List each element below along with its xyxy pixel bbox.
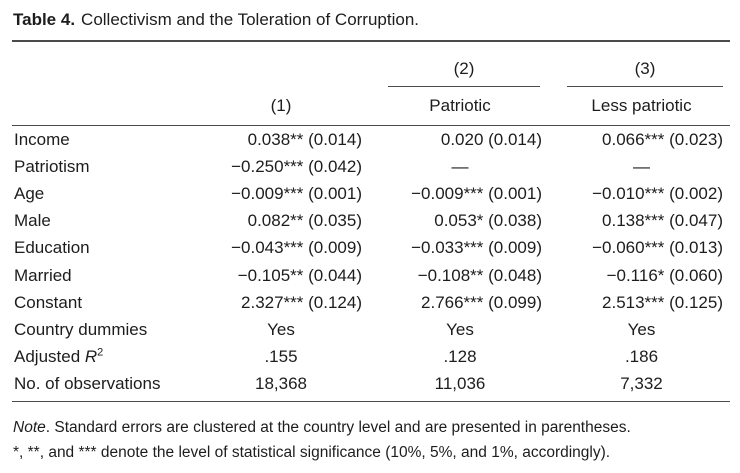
coef-cell: 2.513*** (0.125) [602,292,723,312]
row-label-prefix: Adjusted [14,347,85,367]
group-header-empty [12,41,200,87]
coef-cell: 0.138*** (0.047) [602,211,723,231]
coef-cell: −0.033*** (0.009) [411,238,542,258]
column-header-row: (1) Patriotic Less patriotic [12,87,730,126]
coef-cell: −0.250*** (0.042) [231,156,362,176]
table-title: Table 4. Collectivism and the Toleration … [12,0,730,40]
stat-cell: 11,036 [434,374,486,394]
coef-cell: −0.060*** (0.013) [592,238,723,258]
coef-cell: −0.009*** (0.001) [411,183,542,203]
coef-cell: 0.053* (0.038) [434,211,542,231]
coef-cell: −0.043*** (0.009) [231,238,362,258]
row-label: Adjusted R2 [12,344,200,371]
row-label-r: R [84,347,98,367]
note-line-1: Note. Standard errors are clustered at t… [13,415,730,440]
stat-cell: 18,368 [255,374,307,394]
coef-cell: 0.066*** (0.023) [602,129,723,149]
coef-cell: −0.108** (0.048) [417,265,542,285]
coef-cell: 2.766*** (0.099) [421,292,542,312]
column-header-3: Less patriotic [560,87,730,126]
stat-cell: Yes [446,319,474,339]
table-row-education: Education −0.043*** (0.009) −0.033*** (0… [12,235,730,262]
column-header-empty [12,87,200,126]
table-row-male: Male 0.082** (0.035) 0.053* (0.038) 0.13… [12,208,730,235]
row-label: Married [14,265,72,285]
stat-cell: 7,332 [620,374,663,394]
table-row-constant: Constant 2.327*** (0.124) 2.766*** (0.09… [12,289,730,316]
stat-cell: Yes [627,319,656,339]
table-note: Note. Standard errors are clustered at t… [12,415,730,465]
table-row-adjusted-r2: Adjusted R2 .155 .128 .186 [12,344,730,371]
row-label: Male [14,211,51,231]
table-row-married: Married −0.105** (0.044) −0.108** (0.048… [12,262,730,289]
coef-cell: 0.038** (0.014) [247,129,362,149]
group-header-2: (2) [378,41,560,87]
regression-table: (2) (3) (1) Patriotic Less patriotic Inc… [12,40,730,402]
stat-cell: .186 [624,347,659,367]
empty-dash-cell: — [451,156,469,176]
table-row-income: Income 0.038** (0.014) 0.020 (0.014) 0.0… [12,126,730,154]
table-row-age: Age −0.009*** (0.001) −0.009*** (0.001) … [12,180,730,207]
row-label: Income [14,129,70,149]
coef-cell: 2.327*** (0.124) [241,292,362,312]
coef-cell: 0.082** (0.035) [247,211,362,231]
column-header-2: Patriotic [378,87,560,126]
row-label: No. of observations [14,374,161,394]
stat-cell: .128 [443,347,477,367]
table-row-observations: No. of observations 18,368 11,036 7,332 [12,371,730,402]
coef-cell: −0.105** (0.044) [237,265,362,285]
stat-cell: .155 [264,347,298,367]
note-line-2: *, **, and *** denote the level of stati… [13,443,611,461]
empty-dash-cell: — [633,156,650,176]
row-label: Education [14,238,90,258]
row-label: Constant [14,292,83,312]
row-label-superscript: 2 [97,346,104,359]
coef-cell: −0.009*** (0.001) [231,183,362,203]
coef-cell: 0.020 (0.014) [440,129,542,149]
row-label: Patriotism [14,156,90,176]
table-number-label: Table 4. [13,10,76,29]
group-header-3: (3) [560,41,730,87]
table-row-patriotism: Patriotism −0.250*** (0.042) — — [12,153,730,180]
column-group-header-row: (2) (3) [12,41,730,87]
column-header-1: (1) [200,87,378,126]
table-title-text: Collectivism and the Toleration of Corru… [81,10,420,29]
table-row-country-dummies: Country dummies Yes Yes Yes [12,316,730,343]
group-header-empty [200,41,378,87]
group-header-3-label: (3) [567,59,723,87]
coef-cell: −0.116* (0.060) [606,265,723,285]
row-label: Country dummies [14,319,148,339]
group-header-2-label: (2) [388,59,540,87]
note-word: Note [13,418,46,436]
note-line-1-text: . Standard errors are clustered at the c… [45,418,631,436]
row-label: Age [14,183,45,203]
coef-cell: −0.010*** (0.002) [592,183,723,203]
stat-cell: Yes [267,319,295,339]
